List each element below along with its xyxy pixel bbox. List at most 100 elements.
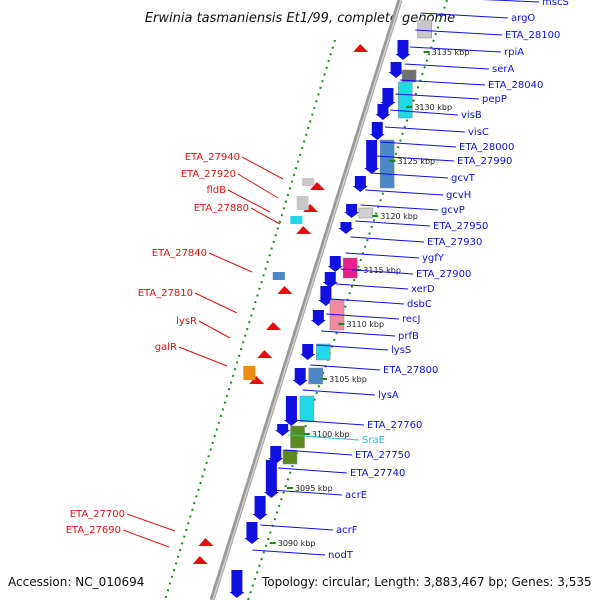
gene-forward-arrow: [244, 538, 260, 544]
gene-label-right: nodT: [328, 550, 354, 561]
gene-reverse-mark: [296, 226, 312, 234]
gene-forward-arrow: [344, 212, 360, 218]
gene-label-left: ETA_27880: [194, 203, 249, 214]
gene-label-right: rpiA: [504, 47, 524, 58]
gene-forward-mark: [354, 176, 366, 186]
gene-label-right: ETA_27750: [355, 450, 410, 461]
gene-forward-arrow: [300, 354, 316, 360]
gene-block: [379, 139, 395, 189]
gene-label-left: lysR: [176, 316, 197, 327]
gene-label-right: ETA_27900: [416, 269, 471, 280]
gene-forward-mark: [277, 424, 289, 430]
gene-forward-mark: [366, 140, 378, 168]
gene-label-right: acrE: [345, 490, 367, 501]
gene-forward-mark: [324, 272, 336, 282]
gene-forward-arrow: [338, 228, 354, 234]
gene-label-left: ETA_27690: [66, 525, 121, 536]
gene-reverse-mark: [353, 44, 369, 52]
kbp-tick-label: 3120 kbp: [380, 212, 418, 221]
gene-forward-mark: [390, 62, 402, 72]
gene-label-right: visC: [468, 127, 489, 138]
gene-forward-mark: [320, 286, 332, 300]
gene-forward-mark: [346, 204, 358, 212]
gene-label-left: ETA_27840: [152, 248, 207, 259]
gene-forward-mark: [340, 222, 352, 228]
gene-label-right: ETA_27740: [350, 468, 405, 479]
gene-label-right: ETA_27990: [457, 156, 512, 167]
gene-label-left: ETA_27920: [181, 169, 236, 180]
gene-label-right: xerD: [411, 284, 435, 295]
gene-forward-arrow: [375, 114, 391, 120]
topology-text: Topology: circular; Length: 3,883,467 bp…: [261, 575, 592, 589]
kbp-tick-label: 3125 kbp: [397, 157, 435, 166]
gene-forward-arrow: [369, 134, 385, 140]
gene-forward-arrow: [318, 300, 334, 306]
gene-label-right: acrF: [336, 525, 358, 536]
gene-forward-mark: [371, 122, 383, 134]
gene-label-right: argO: [511, 13, 535, 24]
gene-block: [315, 343, 331, 361]
gene-label-right: gcvH: [446, 190, 471, 201]
gene-block: [290, 425, 305, 449]
gene-reverse-mark: [198, 538, 214, 546]
gene-reverse-mark: [309, 182, 325, 190]
gene-forward-mark: [302, 344, 314, 354]
gene-block: [282, 449, 298, 465]
kbp-tick-label: 3135 kbp: [432, 48, 470, 57]
gene-label-right: ETA_28000: [459, 142, 514, 153]
gene-block-reverse: [272, 272, 285, 280]
gene-block-reverse: [290, 216, 303, 224]
gene-label-right: lysS: [391, 345, 411, 356]
gene-label-right: ETA_27800: [383, 365, 438, 376]
gene-label-right: dsbC: [407, 299, 432, 310]
gene-label-right: gcvT: [451, 173, 476, 184]
gene-label-right: ETA_28040: [488, 80, 543, 91]
gene-label-right: SraE: [362, 435, 385, 446]
kbp-ticks: 3135 kbp 3130 kbp 3125 kbp 3120 kbp 3115 kbp…: [269, 48, 470, 548]
kbp-tick-label: 3095 kbp: [295, 484, 333, 493]
gene-label-right: ETA_27760: [367, 420, 422, 431]
kbp-tick-label: 3105 kbp: [329, 375, 367, 384]
map-title: Erwinia tasmaniensis Et1/99, complete ge…: [145, 11, 455, 26]
gene-label-right: gcvP: [441, 205, 465, 216]
gene-label-left: galR: [155, 342, 177, 353]
gene-forward-mark: [377, 104, 389, 114]
gene-block-reverse: [296, 196, 309, 210]
right-gene-labels: mscSargOETA_28100rpiAserAETA_28040pepPvi…: [252, 0, 569, 561]
gene-forward-mark: [285, 396, 297, 420]
accession-text: Accession: NC_010694: [8, 575, 144, 589]
gene-reverse-mark: [277, 286, 293, 294]
gene-label-left: ETA_27700: [70, 509, 125, 520]
gene-reverse-mark: [249, 376, 265, 384]
genome-backbone: [209, 0, 403, 600]
gene-block: [342, 257, 358, 279]
gene-forward-arrow: [263, 492, 279, 498]
gene-forward-mark: [270, 446, 282, 458]
gene-forward-arrow: [322, 282, 338, 288]
gene-block: [358, 207, 374, 219]
gene-forward-mark: [265, 460, 277, 492]
gene-forward-arrow: [283, 420, 299, 426]
gene-forward-arrow: [229, 592, 245, 598]
kbp-tick-label: 3115 kbp: [363, 266, 401, 275]
gene-forward-mark: [231, 570, 243, 592]
gene-label-right: prfB: [398, 331, 419, 342]
gene-block: [417, 19, 432, 39]
gene-label-left: fldB: [206, 185, 226, 196]
left-gene-labels: ETA_27940 ETA_27920 fldB ETA_27880 ETA_27840…: [66, 152, 284, 548]
gene-label-right: pepP: [482, 94, 507, 105]
gene-label-right: serA: [492, 64, 514, 75]
gene-label-right: ETA_27950: [433, 221, 488, 232]
gene-forward-arrow: [275, 430, 291, 436]
gene-forward-arrow: [327, 266, 343, 272]
gene-block: [398, 81, 413, 119]
gene-forward-arrow: [310, 320, 326, 326]
gene-label-right: ETA_28100: [505, 30, 560, 41]
feature-marks: [192, 19, 432, 598]
gene-block-reverse: [243, 366, 256, 380]
gene-label-right: recJ: [402, 314, 421, 325]
gene-forward-mark: [397, 40, 409, 54]
gene-block: [299, 395, 315, 423]
gene-forward-arrow: [388, 72, 404, 78]
gene-forward-arrow: [352, 186, 368, 192]
